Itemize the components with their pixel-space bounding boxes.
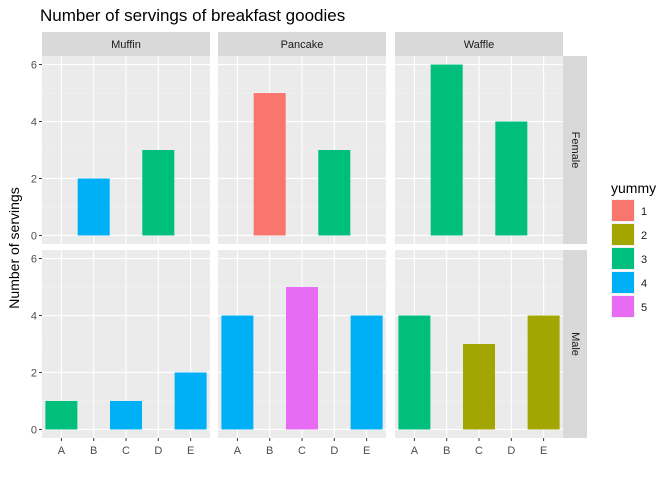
bar-male-waffle-a: [398, 315, 431, 430]
bar-female-waffle-d: [495, 121, 528, 236]
legend-title: yummy: [611, 180, 656, 196]
x-tick-label: A: [234, 445, 242, 457]
legend-label-1: 1: [641, 206, 647, 218]
x-tick-label: E: [540, 445, 547, 457]
x-tick-label: B: [443, 445, 450, 457]
x-tick-label: D: [154, 445, 162, 457]
y-tick-label: 0: [31, 230, 37, 242]
facet-label-pancake: Pancake: [281, 39, 324, 51]
x-tick-label: A: [58, 445, 66, 457]
bar-male-muffin-a: [45, 400, 78, 430]
legend-swatch-2: [612, 224, 634, 245]
x-tick-label: C: [475, 445, 483, 457]
legend-swatch-4: [612, 272, 634, 293]
legend-label-4: 4: [641, 278, 647, 290]
y-tick-label: 2: [31, 173, 37, 185]
bar-female-pancake-b: [253, 93, 286, 236]
facet-label-waffle: Waffle: [464, 39, 495, 51]
facet-strip-waffle: [395, 32, 563, 56]
legend-swatch-5: [612, 296, 634, 317]
x-tick-label: C: [298, 445, 306, 457]
facet-strip-pancake: [218, 32, 386, 56]
y-tick-label: 4: [31, 311, 37, 323]
bar-male-pancake-c: [286, 287, 318, 430]
bar-female-pancake-d: [318, 150, 351, 236]
legend: yummy 1 2 3 4 5: [611, 180, 656, 318]
y-tick-label: 6: [31, 60, 37, 72]
y-axis-title: Number of servings: [6, 187, 22, 308]
y-tick-label: 4: [31, 117, 37, 129]
facet-label-muffin: Muffin: [111, 39, 141, 51]
bar-male-waffle-e: [527, 315, 560, 430]
x-tick-label: D: [330, 445, 338, 457]
bar-male-pancake-e: [350, 315, 383, 430]
x-tick-label: B: [266, 445, 273, 457]
x-tick-label: D: [507, 445, 515, 457]
facet-strip-female: [563, 56, 587, 244]
bar-male-muffin-c: [110, 400, 142, 430]
bar-male-muffin-e: [174, 372, 207, 430]
facet-label-female: Female: [569, 132, 581, 169]
x-tick-label: C: [122, 445, 130, 457]
bar-male-waffle-c: [463, 344, 495, 430]
x-tick-label: A: [411, 445, 419, 457]
bar-male-pancake-a: [221, 315, 254, 430]
bar-female-muffin-d: [142, 150, 175, 236]
y-tick-label: 0: [31, 424, 37, 436]
legend-swatch-3: [612, 248, 634, 269]
y-tick-label: 6: [31, 254, 37, 266]
facet-label-male: Male: [569, 332, 581, 356]
x-tick-label: E: [363, 445, 370, 457]
legend-label-2: 2: [641, 230, 647, 242]
chart-title: Number of servings of breakfast goodies: [40, 6, 345, 25]
y-tick-label: 2: [31, 367, 37, 379]
facet-strip-muffin: [42, 32, 210, 56]
legend-label-5: 5: [641, 302, 647, 314]
x-tick-label: B: [90, 445, 97, 457]
bar-female-muffin-b: [77, 178, 110, 236]
legend-swatch-1: [612, 200, 634, 221]
x-tick-label: E: [187, 445, 194, 457]
facet-strip-male: [563, 250, 587, 438]
legend-label-3: 3: [641, 254, 647, 266]
facet-panels: Muffin Pancake Waffle Female Male 0 2 4 6 0 2 4 6 A B C…: [31, 32, 587, 457]
bar-female-waffle-b: [430, 64, 463, 236]
